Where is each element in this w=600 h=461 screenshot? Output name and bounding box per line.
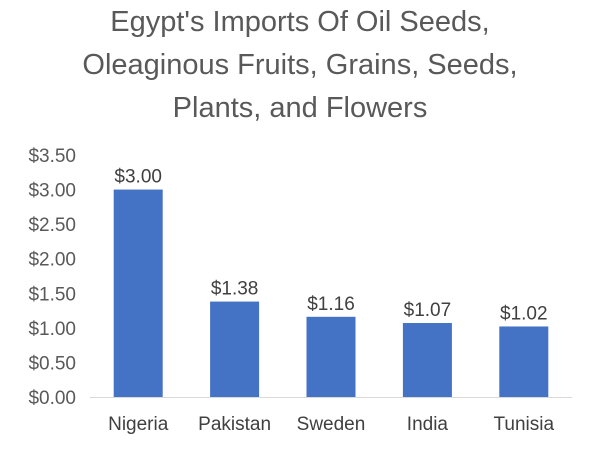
bar-value-label: $1.16 <box>307 294 355 315</box>
y-tick-label: $1.50 <box>28 284 76 305</box>
chart-title-line-1: Egypt's Imports Of Oil Seeds, <box>110 6 489 38</box>
bar <box>210 301 260 397</box>
x-category-label: Nigeria <box>108 414 169 435</box>
chart-title-line-2: Oleaginous Fruits, Grains, Seeds, <box>82 49 517 81</box>
x-axis-category-labels: Nigeria Pakistan Sweden India Tunisia <box>108 414 554 435</box>
bar-value-label: $1.02 <box>500 303 548 324</box>
bar <box>402 323 452 397</box>
x-category-label: Sweden <box>297 414 366 435</box>
y-axis-tick-labels: $0.00 $0.50 $1.00 $1.50 $2.00 $2.50 $3.00 $3.50 <box>28 146 76 409</box>
y-tick-label: $3.50 <box>28 146 76 167</box>
bar-value-label: $1.07 <box>404 300 452 321</box>
y-tick-label: $3.00 <box>28 181 76 202</box>
y-tick-label: $1.00 <box>28 319 76 340</box>
x-category-label: Pakistan <box>198 414 271 435</box>
bar <box>113 189 163 397</box>
y-tick-label: $0.50 <box>28 353 76 374</box>
x-category-label: Tunisia <box>494 414 555 435</box>
chart-title: Egypt's Imports Of Oil Seeds, Oleaginous… <box>82 6 517 124</box>
y-tick-label: $2.50 <box>28 215 76 236</box>
data-labels: $3.00 $1.38 $1.16 $1.07 $1.02 <box>114 167 547 325</box>
bar <box>306 316 356 397</box>
bar <box>499 326 549 397</box>
x-category-label: India <box>407 414 449 435</box>
y-tick-label: $0.00 <box>28 388 76 409</box>
bar-value-label: $3.00 <box>114 167 162 188</box>
bar-value-label: $1.38 <box>211 279 259 300</box>
bar-series <box>113 189 549 397</box>
chart-title-line-3: Plants, and Flowers <box>173 92 428 124</box>
y-tick-label: $2.00 <box>28 250 76 271</box>
